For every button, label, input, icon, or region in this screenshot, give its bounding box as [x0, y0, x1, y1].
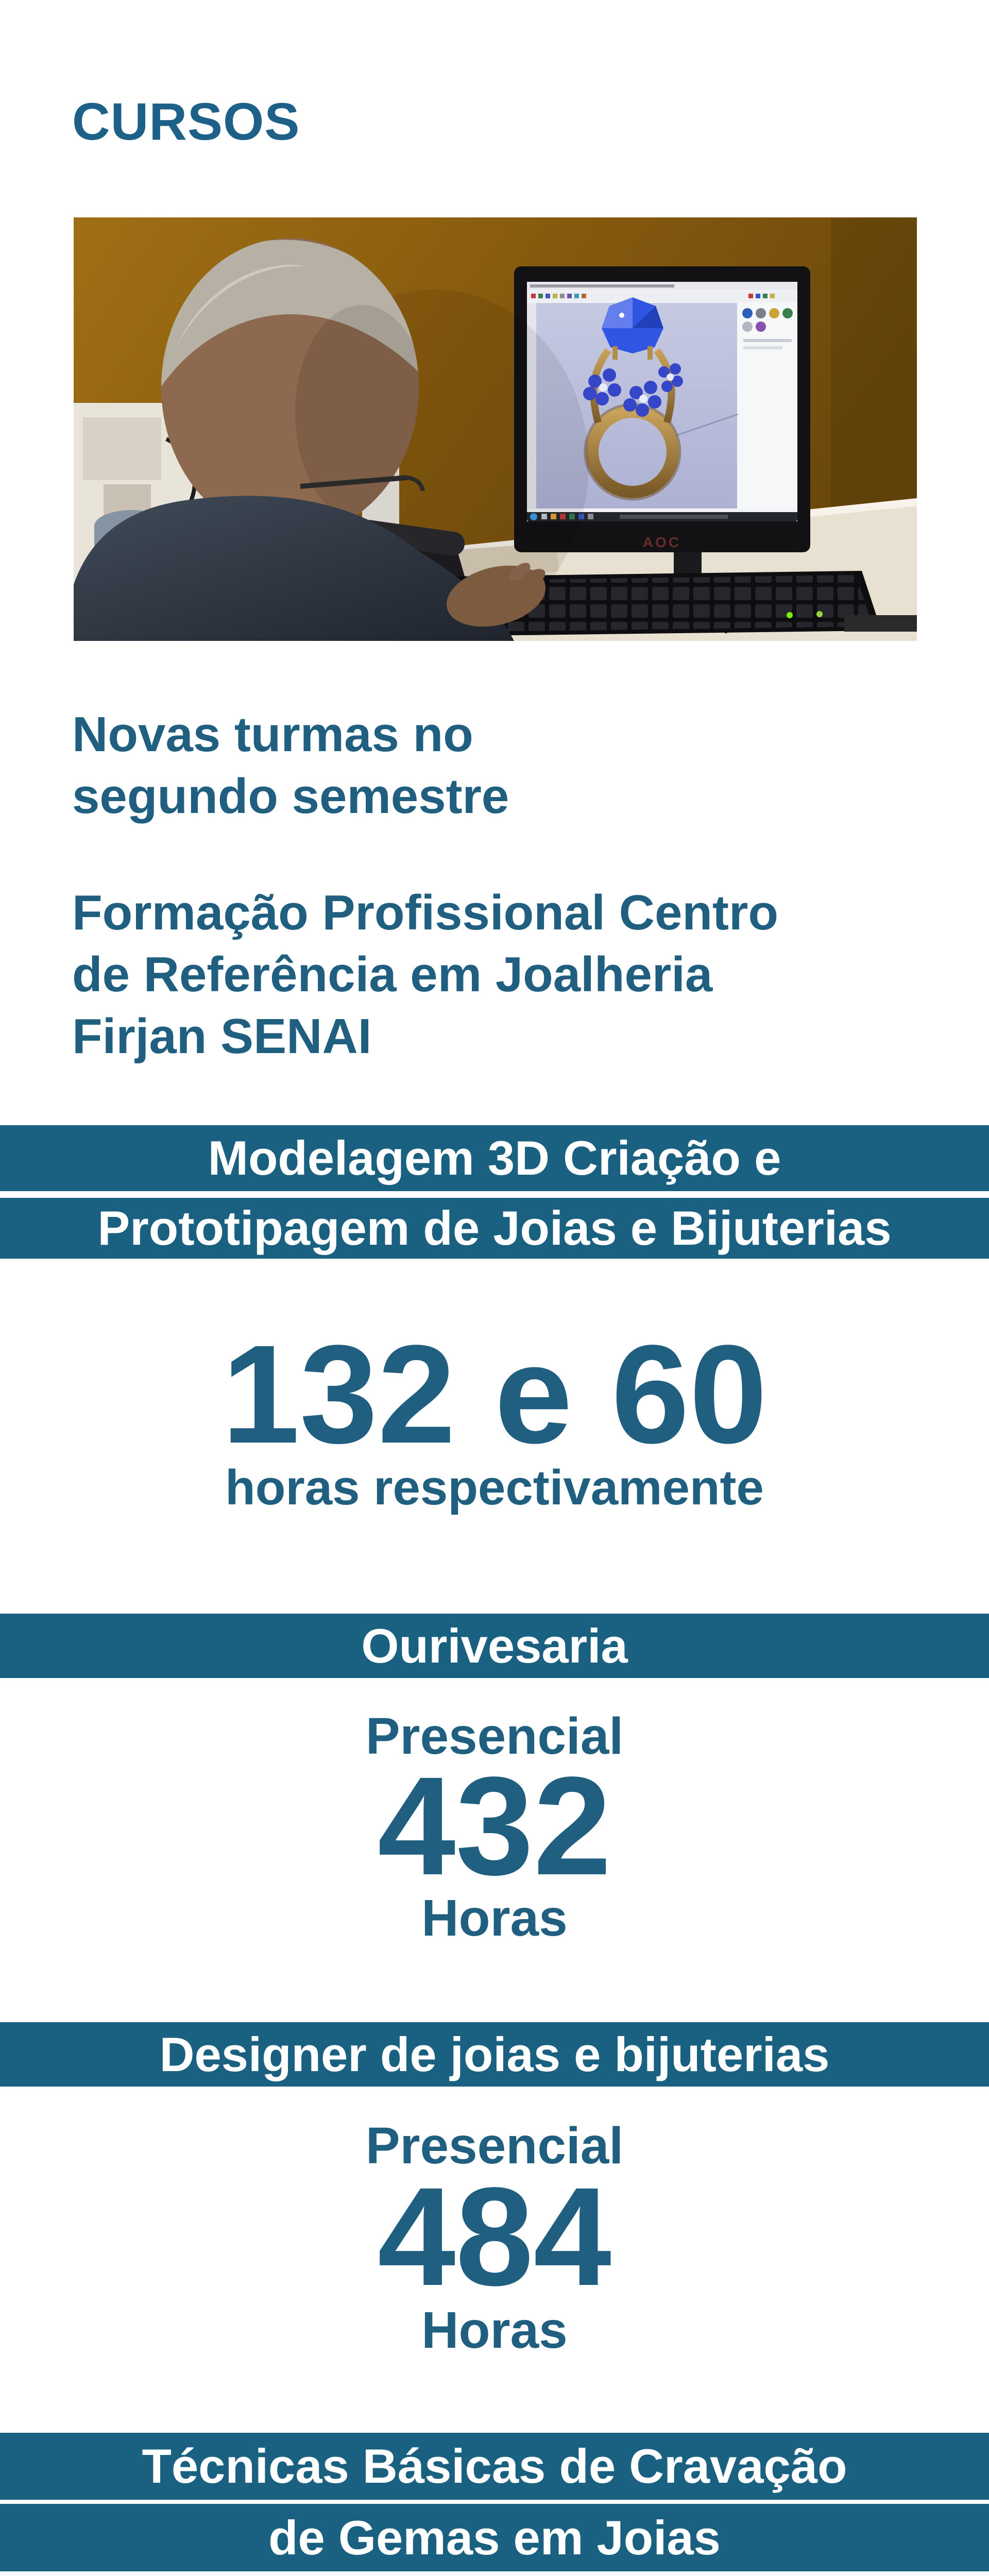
- power-strip: [844, 615, 917, 632]
- course-hours-designer: 484: [378, 2158, 611, 2315]
- intro-program: Formação Profissional Centro de Referênc…: [72, 882, 778, 1067]
- banner-text: Prototipagem de Joias e Bijuterias: [97, 1201, 892, 1255]
- course-hours-modelagem: 132 e 60: [221, 1316, 768, 1472]
- course-photo: AOC: [74, 217, 917, 641]
- cad-side-panel: [737, 303, 797, 509]
- banner-text: Ourivesaria: [361, 1618, 628, 1673]
- course-banner-ourivesaria: Ourivesaria: [0, 1614, 989, 1678]
- person: [74, 238, 589, 641]
- course-banner-modelagem-line1: Modelagem 3D Criação e: [0, 1125, 989, 1191]
- glasses-lens: [407, 476, 425, 492]
- course-hours-label-designer: Horas: [421, 2301, 568, 2359]
- keyboard-led: [787, 612, 793, 618]
- gem-flowers: [583, 363, 683, 417]
- intro-line: de Referência em Joalheria: [72, 947, 713, 1002]
- intro-line: segundo semestre: [72, 769, 509, 824]
- course-banner-cravacao-line2: de Gemas em Joias: [0, 2504, 989, 2571]
- course-hours-note-modelagem: horas respectivamente: [225, 1460, 764, 1515]
- keyboard-led: [816, 611, 823, 617]
- main-gem: [602, 297, 663, 360]
- course-banner-cravacao-line1: Técnicas Básicas de Cravação: [0, 2433, 989, 2500]
- monitor-brand-label: AOC: [643, 534, 681, 550]
- course-hours-label-ourivesaria: Horas: [421, 1889, 568, 1947]
- intro-new-classes: Novas turmas no segundo semestre: [72, 704, 509, 827]
- panel-icons: [742, 308, 793, 349]
- course-banner-designer: Designer de joias e bijuterias: [0, 2022, 989, 2087]
- monitor: AOC: [514, 266, 810, 634]
- person-shoulders: [74, 496, 514, 641]
- intro-line: Firjan SENAI: [72, 1009, 372, 1064]
- banner-text: Modelagem 3D Criação e: [208, 1131, 781, 1185]
- course-modality-designer: Presencial: [365, 2117, 624, 2175]
- banner-text: de Gemas em Joias: [268, 2510, 721, 2565]
- person-hair: [161, 240, 419, 521]
- intro-line: Novas turmas no: [72, 707, 473, 762]
- wall-corner-shadow: [831, 217, 917, 516]
- banner-text: Designer de joias e bijuterias: [159, 2027, 830, 2081]
- course-hours-ourivesaria: 432: [378, 1748, 611, 1904]
- toolbar-icons: [531, 294, 775, 298]
- photo-illustration: AOC: [74, 217, 917, 641]
- course-banner-modelagem-line2: Prototipagem de Joias e Bijuterias: [0, 1198, 989, 1259]
- page-title: CURSOS: [72, 92, 300, 151]
- person-hand: [446, 565, 546, 627]
- cad-application: [527, 282, 797, 521]
- ring-3d-model: [583, 297, 683, 501]
- banner-text: Técnicas Básicas de Cravação: [142, 2439, 847, 2493]
- intro-line: Formação Profissional Centro: [72, 885, 778, 940]
- screen-taskbar: [527, 512, 797, 521]
- course-modality-ourivesaria: Presencial: [365, 1707, 624, 1765]
- glasses: [300, 475, 408, 489]
